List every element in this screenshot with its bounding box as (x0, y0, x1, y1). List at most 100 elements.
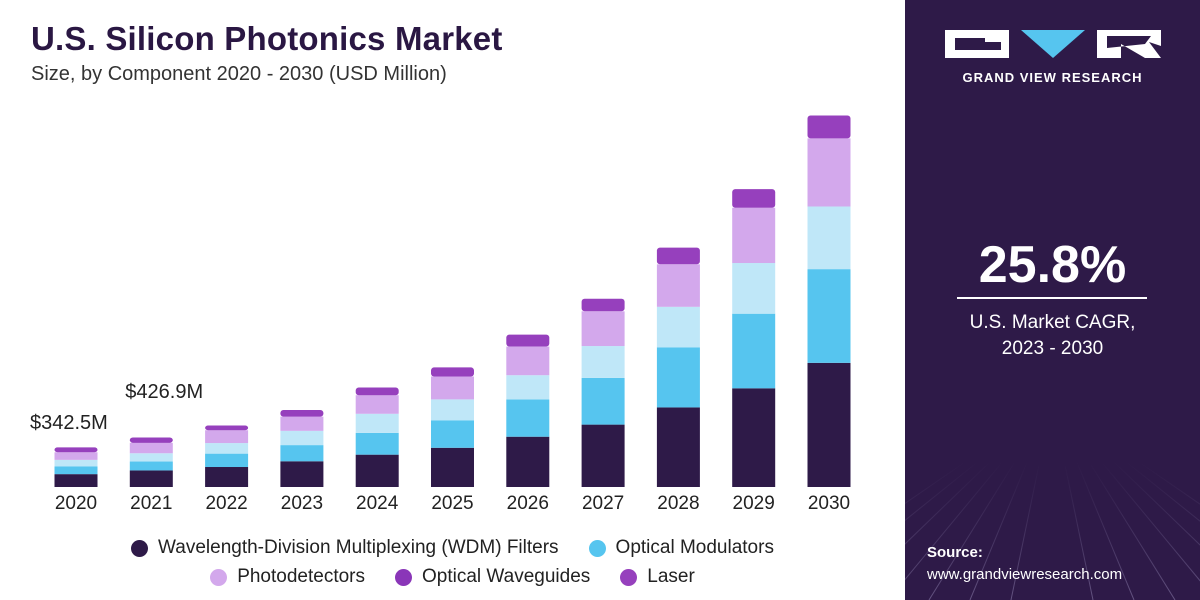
bar-segment-2022-wavelength-division-multiplexing-wdm-filters (205, 467, 249, 487)
cagr-label: U.S. Market CAGR, 2023 - 2030 (905, 310, 1200, 362)
chart-panel: U.S. Silicon Photonics Market Size, by C… (0, 20, 905, 588)
bar-segment-2021-wavelength-division-multiplexing-wdm-filters (129, 470, 173, 487)
bar-segment-2020-optical-waveguides (54, 452, 98, 460)
info-sidebar: GRAND VIEW RESEARCH 25.8% U.S. Market CA… (905, 0, 1200, 600)
bar-segment-2026-photodetectors (506, 375, 550, 400)
bar-segment-2026-laser (506, 334, 550, 347)
bar-segment-2021-photodetectors (129, 453, 173, 462)
bar-segment-2022-laser (205, 425, 249, 431)
bar-segment-2025-laser (431, 367, 474, 377)
bar-segment-2028-optical-modulators (656, 347, 700, 408)
legend-swatch-optical-waveguides (395, 568, 412, 586)
gvr-logo-icon (945, 30, 1161, 58)
perspective-grid-graphic (905, 459, 1200, 600)
bar-segment-2022-optical-modulators (205, 453, 249, 468)
legend-swatch-laser (620, 568, 638, 586)
bar-segment-2027-wavelength-division-multiplexing-wdm-filters (581, 424, 625, 487)
bar-segment-2025-wavelength-division-multiplexing-wdm-filters (431, 447, 474, 487)
bar-segment-2029-photodetectors (732, 263, 776, 314)
page-title: U.S. Silicon Photonics Market (31, 20, 503, 57)
legend-row-1: Wavelength-Division Multiplexing (WDM) F… (0, 537, 905, 559)
x-tick-label-2020: 2020 (55, 493, 97, 514)
bar-segment-2021-laser (129, 437, 173, 443)
source-label: Source: (927, 544, 983, 561)
data-label-2021: $426.9M (125, 381, 203, 403)
bar-segment-2026-wavelength-division-multiplexing-wdm-filters (506, 436, 550, 487)
legend-label-wdm-filters: Wavelength-Division Multiplexing (WDM) F… (158, 537, 559, 558)
bar-segment-2023-photodetectors (280, 430, 324, 446)
legend-item-photodetectors: Photodetectors (210, 566, 365, 588)
bar-segment-2026-optical-modulators (506, 399, 550, 437)
bar-segment-2027-optical-modulators (581, 377, 625, 425)
x-tick-label-2024: 2024 (356, 493, 399, 514)
legend-item-wdm-filters: Wavelength-Division Multiplexing (WDM) F… (131, 537, 559, 559)
bar-segment-2028-wavelength-division-multiplexing-wdm-filters (656, 407, 700, 487)
legend-label-optical-modulators: Optical Modulators (615, 537, 774, 558)
bar-segment-2021-optical-modulators (129, 461, 173, 471)
x-tick-label-2030: 2030 (808, 493, 850, 514)
data-label-2020: $342.5M (30, 412, 108, 434)
bar-segment-2024-optical-modulators (355, 432, 399, 455)
bar-segment-2022-optical-waveguides (205, 430, 249, 444)
bar-segment-2027-laser (581, 298, 625, 312)
bar-segment-2020-wavelength-division-multiplexing-wdm-filters (54, 474, 98, 487)
bar-segment-2024-laser (355, 387, 399, 396)
bar-segment-2020-laser (54, 447, 98, 453)
bar-segment-2020-optical-modulators (54, 466, 98, 475)
bar-segment-2026-optical-waveguides (506, 346, 550, 376)
cagr-value: 25.8% (978, 236, 1127, 294)
bar-segment-2030-optical-waveguides (807, 138, 851, 207)
bar-segment-2024-optical-waveguides (355, 395, 399, 414)
bar-segment-2025-photodetectors (431, 399, 474, 421)
x-tick-label-2022: 2022 (205, 493, 247, 514)
bar-segment-2030-wavelength-division-multiplexing-wdm-filters (807, 362, 851, 487)
bar-segment-2028-optical-waveguides (656, 264, 700, 307)
bar-segment-2028-photodetectors (656, 306, 700, 348)
x-tick-label-2028: 2028 (657, 493, 699, 514)
bar-segment-2023-optical-waveguides (280, 416, 324, 431)
bar-segment-2029-optical-waveguides (732, 207, 776, 264)
bar-segment-2023-wavelength-division-multiplexing-wdm-filters (280, 461, 324, 487)
bar-segment-2027-optical-waveguides (581, 311, 625, 347)
bar-segment-2030-laser (807, 115, 851, 139)
legend-item-optical-waveguides: Optical Waveguides (395, 566, 590, 588)
bar-segment-2023-laser (280, 409, 324, 417)
bar-segment-2022-photodetectors (205, 443, 249, 454)
bar-segment-2025-optical-waveguides (431, 376, 474, 400)
brand-name: GRAND VIEW RESEARCH (962, 70, 1143, 85)
x-tick-label-2021: 2021 (130, 493, 172, 514)
bar-segment-2029-wavelength-division-multiplexing-wdm-filters (732, 388, 776, 487)
legend-label-photodetectors: Photodetectors (237, 566, 365, 587)
legend-swatch-optical-modulators (588, 539, 606, 557)
chart-subtitle: Size, by Component 2020 - 2030 (USD Mill… (31, 63, 447, 85)
bar-segment-2023-optical-modulators (280, 445, 324, 462)
cagr-label-line-2: 2023 - 2030 (1001, 338, 1104, 359)
stacked-bar-chart: 2020 2021 2022 2023 2024 2025 2026 2027 2028 2029… (30, 115, 851, 514)
bar-segment-2024-wavelength-division-multiplexing-wdm-filters (355, 454, 399, 487)
bar-segment-2027-photodetectors (581, 346, 625, 378)
x-tick-label-2023: 2023 (281, 493, 323, 514)
x-tick-label-2026: 2026 (507, 493, 549, 514)
bar-segment-2021-optical-waveguides (129, 442, 173, 454)
bar-segment-2025-optical-modulators (431, 420, 474, 448)
bar-segment-2024-photodetectors (355, 413, 399, 433)
legend-swatch-photodetectors (210, 568, 228, 586)
bar-segment-2029-laser (732, 189, 776, 208)
legend-row-2: Photodetectors Optical Waveguides Laser (0, 566, 905, 588)
cagr-label-line-1: U.S. Market CAGR, (969, 312, 1136, 333)
legend-swatch-wdm-filters (131, 539, 149, 557)
cagr-divider (957, 297, 1147, 299)
legend-item-laser: Laser (620, 566, 695, 588)
x-tick-label-2025: 2025 (431, 493, 473, 514)
bar-segment-2030-photodetectors (807, 206, 851, 270)
bar-segment-2029-optical-modulators (732, 313, 776, 389)
legend-label-laser: Laser (647, 566, 695, 587)
legend-item-optical-modulators: Optical Modulators (588, 537, 774, 559)
bar-segment-2028-laser (656, 247, 700, 265)
x-tick-label-2027: 2027 (582, 493, 624, 514)
source-link[interactable]: www.grandviewresearch.com (927, 566, 1123, 583)
x-tick-label-2029: 2029 (733, 493, 775, 514)
bar-segment-2030-optical-modulators (807, 269, 851, 363)
bar-segment-2020-photodetectors (54, 459, 98, 467)
legend-label-optical-waveguides: Optical Waveguides (422, 566, 591, 587)
